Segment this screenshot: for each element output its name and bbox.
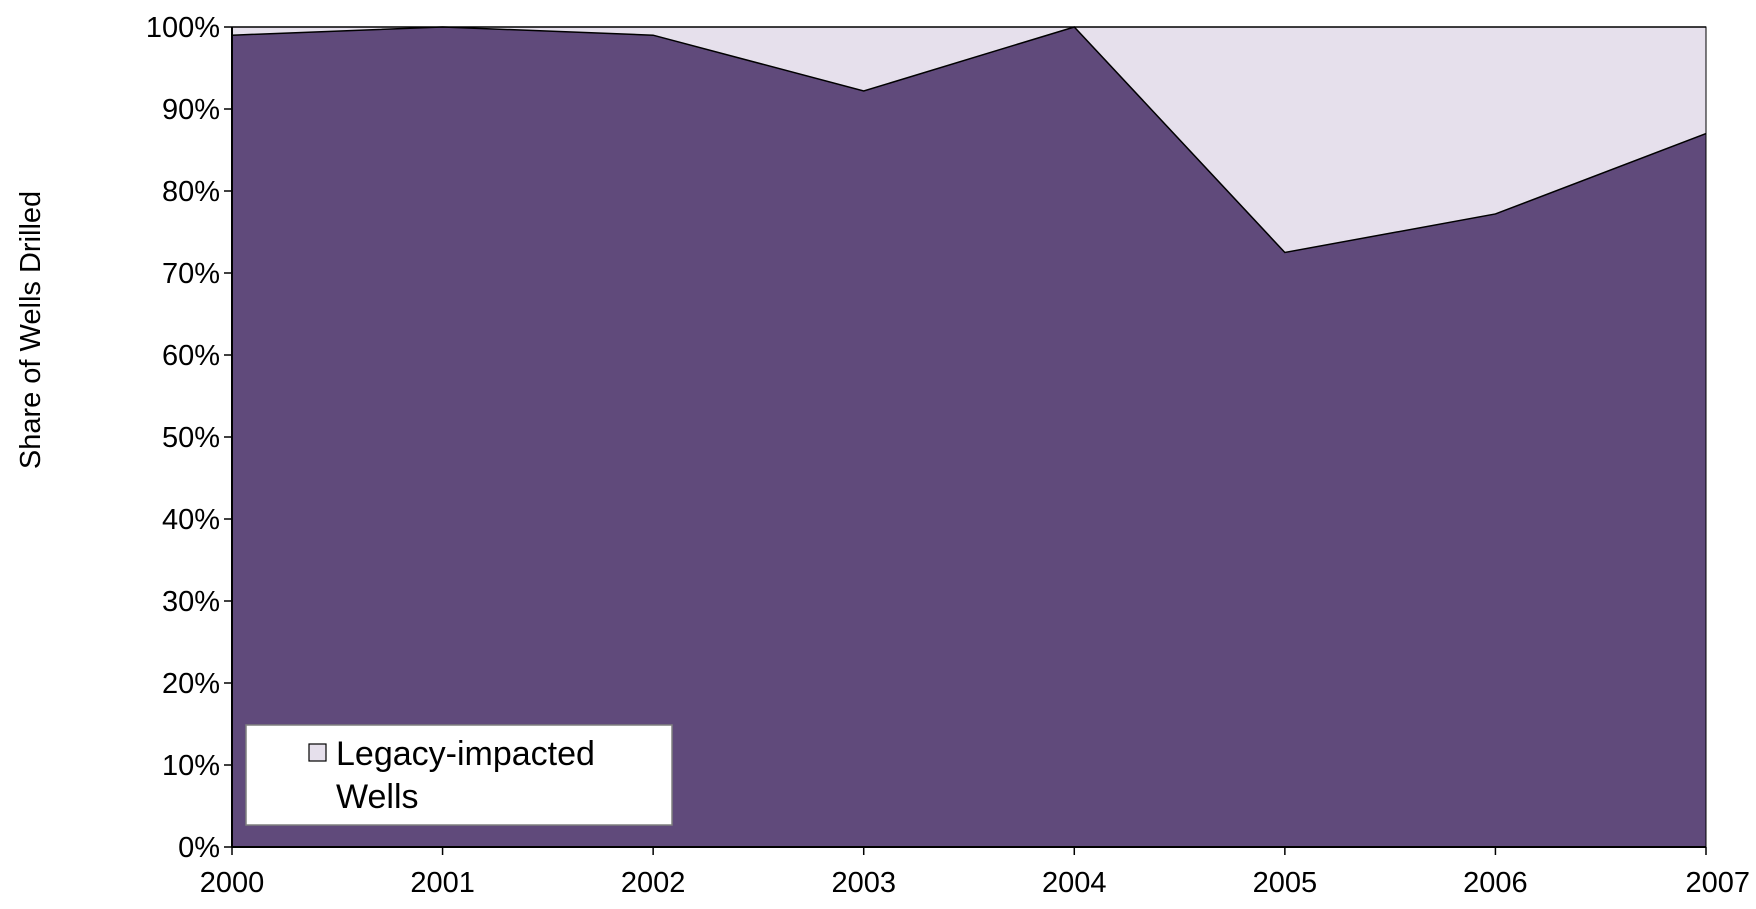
y-axis-ticks: 0% 10% 20% 30% 40% 50% 60% 70% 80% 90% 100% [146, 12, 232, 864]
y-tick-label: 50% [162, 422, 220, 454]
y-tick-label: 20% [162, 668, 220, 700]
x-tick-label: 2006 [1463, 867, 1528, 899]
x-tick-label: 2007 [1685, 867, 1750, 899]
legend-box [245, 724, 673, 826]
x-tick-label: 2005 [1253, 867, 1318, 899]
legend-label-line1: Legacy-impacted [336, 735, 595, 773]
y-tick-label: 60% [162, 340, 220, 372]
y-tick-label: 40% [162, 504, 220, 536]
y-axis-title: Share of Wells Drilled [15, 191, 47, 469]
x-tick-label: 2000 [200, 867, 265, 899]
y-tick-label: 10% [162, 750, 220, 782]
x-axis-ticks: 2000 2001 2002 2003 2004 2005 2006 2007 [200, 847, 1750, 899]
area-boundary-0 [231, 26, 1707, 254]
y-tick-label: 80% [162, 176, 220, 208]
legend: Legacy-impacted Wells [245, 724, 673, 826]
x-tick-label: 2004 [1042, 867, 1107, 899]
area-series-1 [232, 27, 1706, 253]
x-tick-label: 2001 [410, 867, 475, 899]
area-layers [232, 27, 1706, 847]
x-tick-label: 2002 [621, 867, 686, 899]
x-tick-label: 2003 [831, 867, 896, 899]
legend-label-line2: Wells [336, 778, 419, 816]
legend-swatch-legacy [308, 743, 327, 762]
area-series-0 [232, 27, 1706, 847]
y-tick-label: 70% [162, 258, 220, 290]
y-tick-label: 0% [178, 832, 220, 864]
y-tick-label: 30% [162, 586, 220, 618]
y-tick-label: 90% [162, 94, 220, 126]
y-tick-label: 100% [146, 12, 220, 44]
